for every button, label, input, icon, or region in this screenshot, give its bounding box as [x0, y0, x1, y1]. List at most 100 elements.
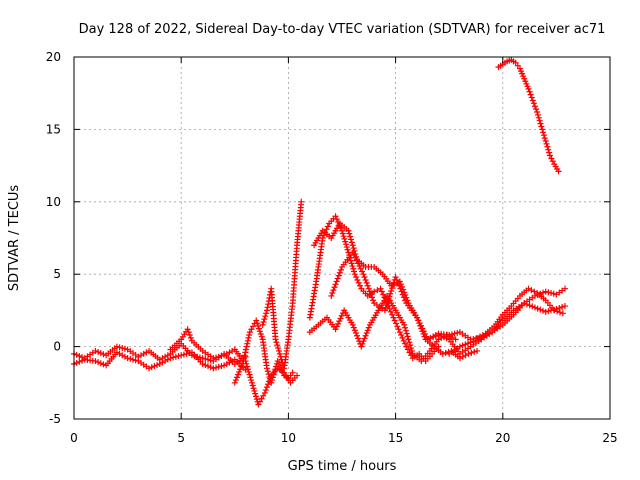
data-point: [132, 357, 139, 364]
data-point: [548, 290, 555, 297]
data-point: [350, 265, 357, 272]
data-point: [416, 320, 423, 327]
data-point: [259, 321, 266, 328]
data-point: [124, 355, 131, 362]
data-point: [249, 382, 256, 389]
data-point: [243, 343, 250, 350]
data-point: [252, 393, 259, 400]
data-point: [245, 368, 252, 375]
data-point: [154, 362, 161, 369]
data-point: [349, 263, 356, 270]
data-point: [390, 314, 397, 321]
data-point: [356, 263, 363, 270]
data-point: [261, 389, 268, 396]
data-point: [263, 384, 270, 391]
data-point: [471, 348, 478, 355]
data-point: [205, 356, 211, 363]
data-point: [275, 347, 282, 354]
data-point: [540, 129, 547, 136]
y-tick-label: 5: [53, 267, 61, 281]
data-point: [398, 332, 405, 339]
data-point: [448, 331, 455, 338]
data-point: [336, 269, 343, 276]
data-point: [543, 140, 550, 147]
data-point: [333, 323, 340, 330]
data-point: [244, 366, 251, 373]
data-point: [338, 312, 345, 319]
x-tick-label: 5: [177, 431, 185, 445]
data-point: [347, 233, 354, 240]
data-point: [215, 353, 222, 360]
data-point: [213, 354, 220, 361]
data-point: [364, 282, 371, 289]
data-point: [555, 168, 562, 175]
data-point: [456, 343, 463, 350]
data-point: [537, 290, 544, 297]
data-point: [348, 236, 355, 243]
series-trace-e: [242, 358, 300, 408]
data-point: [298, 198, 305, 205]
data-point: [257, 330, 264, 337]
data-point: [332, 213, 339, 220]
data-point: [382, 304, 389, 311]
series-trace-l: [446, 285, 568, 357]
data-point: [73, 351, 80, 358]
data-point: [256, 328, 263, 335]
data-point: [186, 332, 193, 339]
data-point: [92, 347, 99, 354]
data-point: [358, 343, 365, 350]
data-point: [537, 120, 544, 127]
data-point: [199, 360, 206, 367]
y-axis-label: SDTVAR / TECUs: [7, 185, 22, 292]
data-point: [402, 297, 409, 304]
data-point: [374, 287, 381, 294]
data-point: [393, 276, 400, 283]
data-point: [529, 97, 536, 104]
data-point: [345, 227, 352, 234]
data-point: [76, 353, 83, 360]
data-point: [263, 307, 270, 314]
data-point: [531, 304, 538, 311]
data-point: [339, 227, 345, 234]
data-point: [394, 279, 401, 286]
data-point: [276, 350, 283, 357]
data-point: [407, 342, 414, 349]
data-point: [351, 268, 358, 275]
data-point: [419, 325, 426, 332]
data-point: [199, 355, 206, 362]
data-point: [363, 330, 370, 337]
data-point: [262, 313, 269, 320]
data-point: [243, 360, 250, 367]
data-point: [353, 274, 360, 281]
data-point: [396, 329, 403, 336]
data-point: [244, 337, 251, 344]
data-point: [73, 359, 80, 366]
data-point: [346, 230, 353, 237]
data-point: [261, 316, 268, 323]
data-point: [337, 315, 344, 322]
x-tick-label: 10: [281, 431, 296, 445]
data-point: [540, 307, 546, 314]
data-point: [146, 365, 153, 372]
data-point: [231, 379, 238, 386]
data-point: [236, 368, 243, 375]
data-point: [355, 335, 362, 342]
series-trace-i: [311, 220, 481, 362]
data-point: [528, 94, 535, 101]
data-point: [528, 287, 535, 294]
data-point: [245, 334, 252, 341]
data-point: [341, 235, 348, 242]
data-point: [406, 339, 413, 346]
data-point: [255, 322, 262, 329]
data-point: [541, 135, 548, 142]
data-point: [328, 292, 335, 299]
data-point: [113, 343, 120, 350]
data-point: [525, 85, 532, 92]
y-tick-label: 20: [46, 50, 61, 64]
data-point: [387, 290, 394, 297]
data-point: [351, 327, 358, 334]
data-point: [380, 291, 387, 298]
data-point: [258, 333, 265, 340]
data-point: [530, 100, 537, 107]
data-point: [289, 369, 296, 376]
